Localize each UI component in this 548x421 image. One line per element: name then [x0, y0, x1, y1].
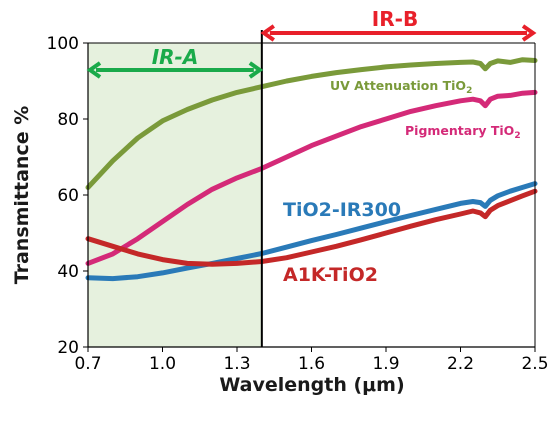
x-tick-label: 2.5 [521, 354, 548, 374]
series-label-2: Pigmentary TiO2 [405, 123, 521, 141]
y-tick-label: 20 [57, 338, 79, 358]
series-line-4 [85, 188, 538, 267]
x-tick-label: 1.3 [223, 354, 250, 374]
x-tick-label: 1.6 [298, 354, 325, 374]
y-tick-label: 60 [57, 186, 79, 206]
x-axis-title: Wavelength (μm) [219, 374, 404, 396]
x-tick-label: 1.9 [372, 354, 399, 374]
ir-a-arrow [86, 61, 264, 79]
series-label-text: A1K-TiO2 [283, 264, 378, 286]
series-line-3 [85, 181, 538, 282]
series-label-3: TiO2-IR300 [283, 199, 401, 221]
x-tick-label: 2.2 [447, 354, 474, 374]
ir-a-arrow-head-left [86, 61, 102, 79]
series-label-subscript: 2 [466, 86, 472, 96]
ir-a-label: IR-A [152, 45, 199, 69]
x-tick-label: 1.0 [149, 354, 176, 374]
y-tick-label: 40 [57, 262, 79, 282]
x-tick-label: 0.7 [74, 354, 101, 374]
ir-b-arrow [260, 24, 537, 42]
ir-a-arrow-head-right [248, 61, 264, 79]
series-line-2 [85, 89, 538, 266]
series-label-subscript: 2 [514, 131, 520, 141]
ir-b-arrow-head-right [521, 24, 537, 42]
series-label-1: UV Attenuation TiO2 [330, 78, 472, 96]
region-ir-a-shade [88, 43, 262, 347]
series-label-4: A1K-TiO2 [283, 264, 378, 286]
series-label-text: Pigmentary TiO [405, 123, 514, 138]
series-label-text: TiO2-IR300 [283, 199, 401, 221]
y-tick-label: 100 [47, 34, 79, 54]
series-line-1 [85, 57, 538, 190]
y-tick-label: 80 [57, 110, 79, 130]
series-label-text: UV Attenuation TiO [330, 78, 466, 93]
ir-b-arrow-head-left [260, 24, 275, 42]
ir-b-label: IR-B [372, 7, 418, 31]
y-axis-title: Transmittance % [11, 106, 33, 285]
